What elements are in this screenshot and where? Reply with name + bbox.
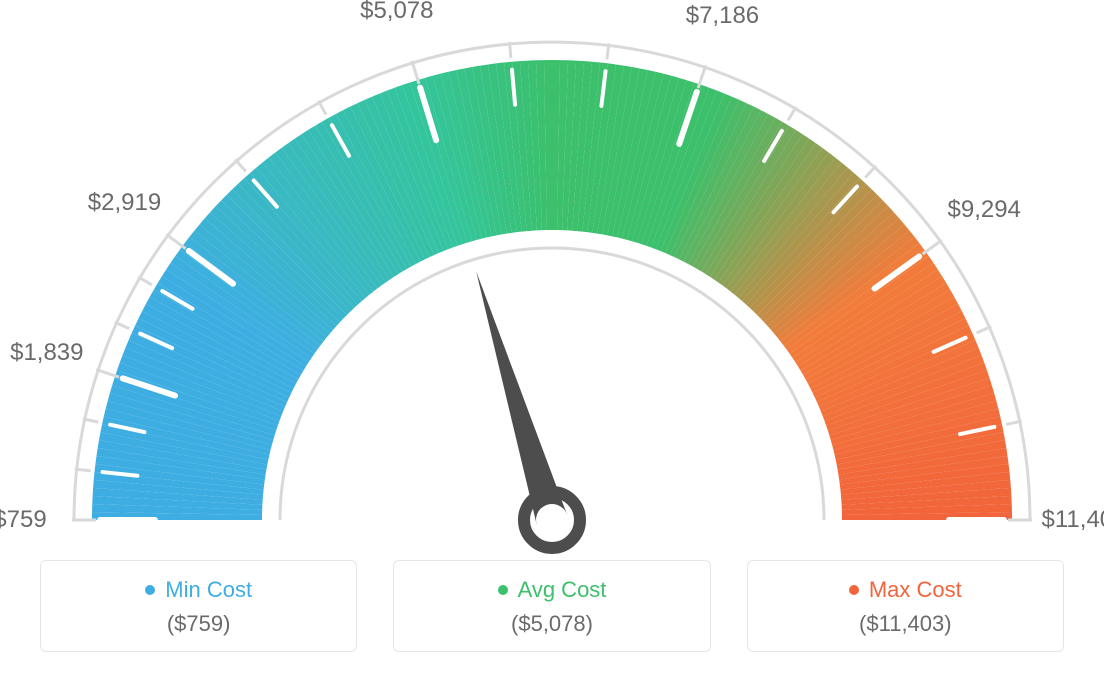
max-title-row: Max Cost: [849, 577, 962, 603]
gauge-tick-label: $2,919: [88, 189, 161, 217]
min-title: Min Cost: [165, 577, 252, 603]
min-title-row: Min Cost: [145, 577, 252, 603]
gauge-tick-label: $7,186: [686, 2, 759, 30]
summary-row: Min Cost ($759) Avg Cost ($5,078) Max Co…: [0, 560, 1104, 652]
max-title: Max Cost: [869, 577, 962, 603]
avg-title: Avg Cost: [518, 577, 607, 603]
min-cost-card: Min Cost ($759): [40, 560, 357, 652]
min-dot-icon: [145, 585, 155, 595]
gauge-tick-label: $759: [0, 506, 47, 534]
gauge-tick-label: $9,294: [948, 196, 1021, 224]
avg-title-row: Avg Cost: [498, 577, 607, 603]
max-value: ($11,403): [748, 611, 1063, 637]
min-value: ($759): [41, 611, 356, 637]
avg-dot-icon: [498, 585, 508, 595]
gauge-tick-label: $1,839: [10, 339, 83, 367]
max-cost-card: Max Cost ($11,403): [747, 560, 1064, 652]
max-dot-icon: [849, 585, 859, 595]
gauge-tick-label: $5,078: [360, 0, 433, 25]
avg-value: ($5,078): [394, 611, 709, 637]
avg-cost-card: Avg Cost ($5,078): [393, 560, 710, 652]
gauge-tick-label: $11,403: [1042, 506, 1104, 534]
gauge-chart: $759 $1,839 $2,919 $5,078 $7,186 $9,294 $11,40…: [0, 0, 1104, 560]
gauge-svg: [0, 0, 1104, 560]
